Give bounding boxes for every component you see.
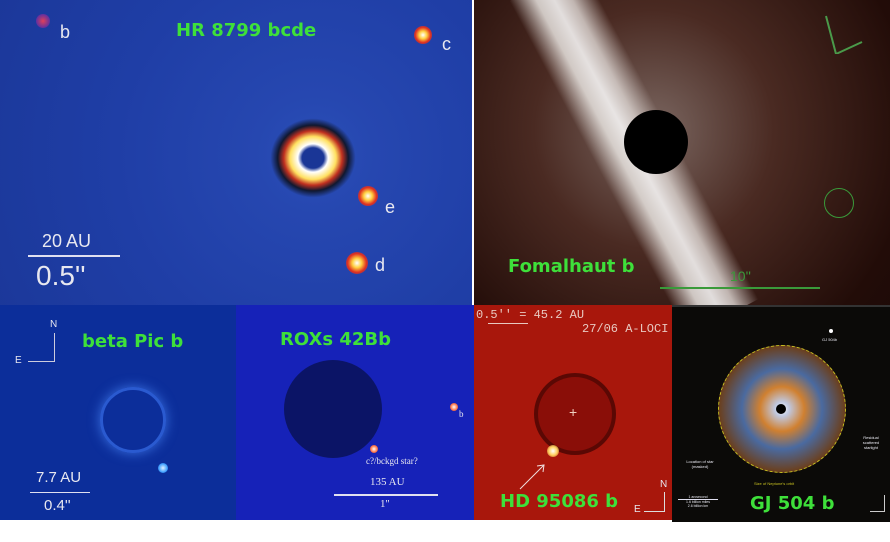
planet-label: GJ 504b	[822, 337, 838, 342]
planet-c-label: c	[442, 34, 451, 54]
hd95086-panel: 0.5'' = 45.2 AU 27/06 A-LOCI + HD 95086 …	[474, 305, 672, 520]
compass-n: N	[50, 319, 58, 330]
scale-bar	[334, 494, 438, 496]
scale-au: 7.7 AU	[36, 469, 82, 486]
compass-e: E	[634, 504, 641, 515]
scale-arcsec: 10''	[730, 268, 751, 284]
scale-au: 20 AU	[42, 231, 92, 251]
scale-bar	[678, 499, 718, 500]
gj504-panel: GJ 504b Residual scattered starlight Loc…	[672, 305, 890, 522]
compass-icon	[824, 12, 864, 56]
planet-label: b	[459, 409, 464, 419]
planet-circle	[824, 188, 854, 218]
scale-au: 135 AU	[370, 476, 405, 488]
candidate-dot	[370, 445, 378, 453]
planet-dot	[547, 445, 559, 457]
planet-arrow-icon	[518, 461, 548, 491]
panel-title: HD 95086 b	[500, 491, 619, 512]
scale-bar	[28, 255, 120, 257]
star-residual	[270, 118, 356, 198]
panel-title: GJ 504 b	[750, 493, 835, 514]
date-text: 27/06 A-LOCI	[582, 322, 669, 336]
scale-bar	[660, 287, 820, 289]
scale-line-3: 2.6 billion km	[687, 504, 709, 508]
scale-arcsec: 0.4''	[44, 497, 71, 514]
planet-dot	[158, 463, 168, 473]
planet-b-dot	[36, 14, 50, 28]
planet-e-dot	[358, 186, 378, 206]
planet-dot	[829, 329, 833, 333]
hr8799-panel: b c e d HR 8799 bcde 20 AU 0.5''	[0, 0, 472, 305]
planet-d-label: d	[375, 255, 386, 275]
star-label: Location of star (masked)	[686, 459, 714, 469]
panel-title: Fomalhaut b	[508, 256, 635, 277]
planet-dot	[450, 403, 458, 411]
planet-d-dot	[346, 252, 368, 274]
star-mask	[776, 404, 786, 414]
coronagraph-mask	[624, 110, 688, 174]
residual-label: Residual scattered starlight	[862, 435, 880, 450]
beta-pic-panel: N E beta Pic b 7.7 AU 0.4''	[0, 305, 236, 520]
compass-n: N	[660, 479, 668, 490]
planet-b-label: b	[60, 22, 71, 42]
orbit-label: Size of Neptune's orbit	[754, 481, 795, 486]
roxs-panel: ROXs 42Bb b c?/bckgd star? 135 AU 1''	[236, 305, 474, 520]
scale-bar	[488, 323, 528, 324]
compass-e: E	[15, 355, 22, 366]
scale-line-2: 1.6 billion miles	[686, 500, 710, 504]
scale-line-1: 1 arcsecond	[688, 495, 708, 499]
panel-title: beta Pic b	[82, 331, 184, 352]
coronagraph-mask	[538, 377, 612, 451]
panel-title: ROXs 42Bb	[280, 329, 392, 350]
coronagraph-mask	[284, 360, 382, 458]
scale-bar	[30, 492, 90, 493]
star-cross-icon: +	[569, 404, 578, 420]
scale-block: 1 arcsecond 1.6 billion miles 2.6 billio…	[678, 495, 718, 508]
candidate-label: c?/bckgd star?	[366, 456, 418, 466]
scale-arcsec: 1''	[380, 498, 390, 510]
scale-arcsec: 0.5''	[36, 260, 86, 291]
fomalhaut-panel: Fomalhaut b 10''	[474, 0, 890, 305]
planet-e-label: e	[385, 197, 396, 217]
panel-title: HR 8799 bcde	[176, 20, 317, 41]
scale-text: 0.5'' = 45.2 AU	[476, 308, 585, 322]
compass-icon	[644, 492, 665, 512]
star-residual	[100, 387, 166, 453]
planet-c-dot	[414, 26, 432, 44]
compass-icon	[870, 495, 885, 512]
compass-icon	[28, 333, 55, 362]
